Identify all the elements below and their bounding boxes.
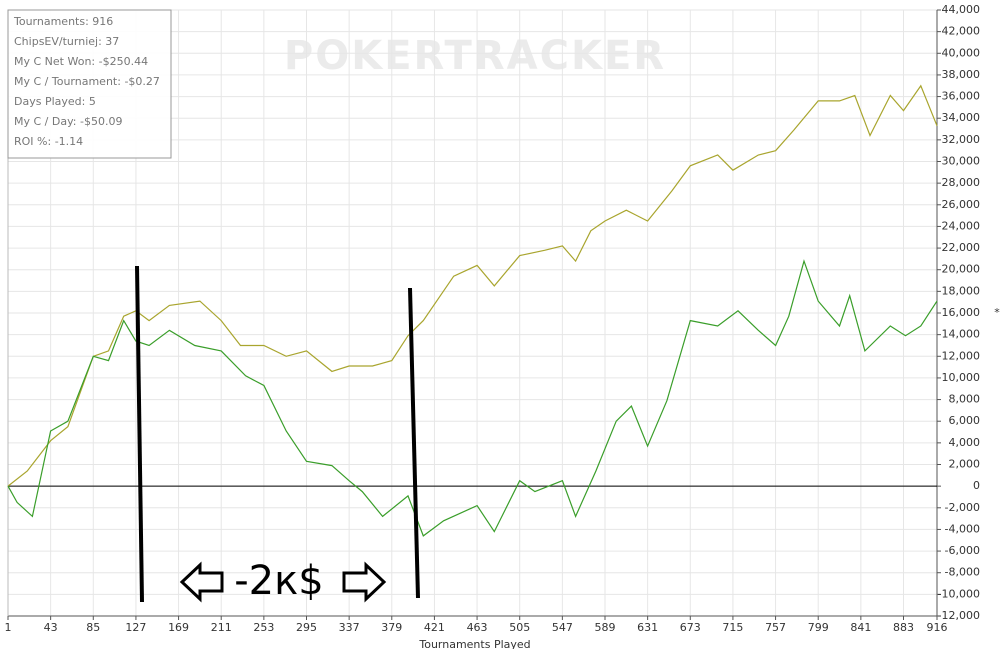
right-marker: *: [994, 306, 1000, 319]
x-tick-label: 463: [467, 621, 488, 634]
x-tick-label: 715: [722, 621, 743, 634]
x-tick-label: 1: [5, 621, 12, 634]
arrow-left: [179, 561, 224, 603]
y-tick-label: 30,000: [942, 155, 981, 168]
stat-line: ChipsEV/turniej: 37: [14, 35, 119, 48]
y-tick-label: 12,000: [942, 349, 981, 362]
annotation-line: [408, 287, 420, 599]
watermark: POKERTRACKER: [284, 33, 666, 79]
x-tick-label: 505: [509, 621, 530, 634]
stats-box: [7, 9, 172, 159]
y-tick-label: -2,000: [945, 501, 980, 514]
x-tick-label: 799: [808, 621, 829, 634]
annotation: -2к$: [234, 558, 324, 604]
y-tick-label: 24,000: [942, 219, 981, 232]
y-tick-label: 44,000: [942, 3, 981, 16]
y-tick-label: 34,000: [942, 111, 981, 124]
y-tick-label: -6,000: [945, 544, 980, 557]
x-tick-label: 547: [552, 621, 573, 634]
x-tick-label: 85: [86, 621, 100, 634]
x-tick-label: 841: [850, 621, 871, 634]
y-tick-label: -10,000: [938, 587, 980, 600]
x-tick-label: 337: [339, 621, 360, 634]
x-tick-label: 43: [44, 621, 58, 634]
x-tick-label: 757: [765, 621, 786, 634]
y-tick-label: 2,000: [949, 458, 981, 471]
y-tick-label: 0: [973, 479, 980, 492]
x-tick-label: 421: [424, 621, 445, 634]
stat-line: My C Net Won: -$250.44: [14, 55, 148, 68]
y-tick-label: 20,000: [942, 263, 981, 276]
y-tick-label: 38,000: [942, 68, 981, 81]
x-tick-label: 589: [594, 621, 615, 634]
x-tick-label: 127: [125, 621, 146, 634]
y-tick-label: 26,000: [942, 198, 981, 211]
stat-line: Tournaments: 916: [13, 15, 113, 28]
y-tick-label: 40,000: [942, 46, 981, 59]
y-tick-label: -4,000: [945, 522, 980, 535]
y-tick-label: 28,000: [942, 176, 981, 189]
y-tick-label: 14,000: [942, 328, 981, 341]
annotation-line: [135, 265, 144, 603]
y-tick-label: 16,000: [942, 306, 981, 319]
stat-line: My C / Day: -$50.09: [14, 115, 122, 128]
y-tick-label: 8,000: [949, 393, 981, 406]
series-line: [7, 84, 938, 487]
y-tick-label: 36,000: [942, 90, 981, 103]
y-tick-label: 22,000: [942, 241, 981, 254]
y-tick-label: 42,000: [942, 25, 981, 38]
x-tick-label: 631: [637, 621, 658, 634]
y-tick-label: 18,000: [942, 284, 981, 297]
x-tick-label: 883: [893, 621, 914, 634]
x-tick-label: 211: [211, 621, 232, 634]
x-axis-title: Tournaments Played: [418, 638, 530, 649]
y-tick-label: -8,000: [945, 566, 980, 579]
x-tick-label: 295: [296, 621, 317, 634]
stat-line: Days Played: 5: [14, 95, 96, 108]
x-tick-label: 169: [168, 621, 189, 634]
stat-line: ROI %: -1.14: [14, 135, 83, 148]
y-tick-label: 32,000: [942, 133, 981, 146]
y-tick-label: 6,000: [949, 414, 981, 427]
series-line: [7, 259, 938, 537]
stat-line: My C / Tournament: -$0.27: [14, 75, 160, 88]
y-tick-label: 10,000: [942, 371, 981, 384]
y-tick-label: -12,000: [938, 609, 980, 622]
x-tick-label: 379: [381, 621, 402, 634]
x-tick-label: 916: [927, 621, 948, 634]
x-tick-label: 673: [680, 621, 701, 634]
x-tick-label: 253: [253, 621, 274, 634]
arrow-right: [342, 561, 387, 603]
y-tick-label: 4,000: [949, 436, 981, 449]
